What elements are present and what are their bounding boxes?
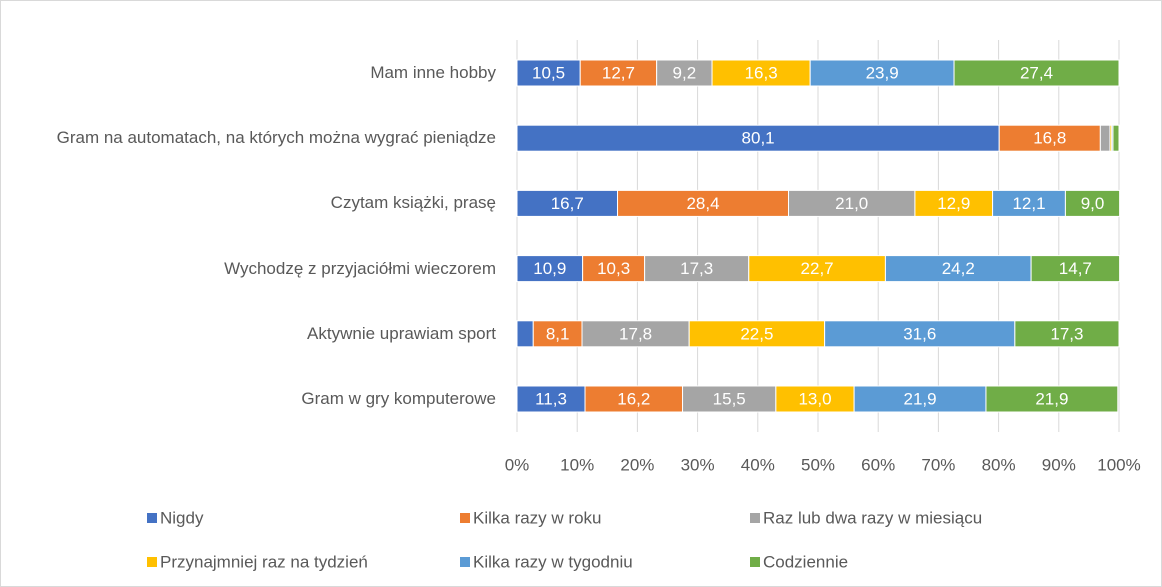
data-label: 16,3: [745, 63, 778, 82]
x-tick-label: 10%: [560, 455, 594, 474]
bar-segment: [953, 59, 1120, 87]
data-label: 11,3: [535, 389, 567, 408]
bar-segment: [1014, 320, 1120, 348]
data-label: 27,4: [1020, 63, 1053, 82]
data-label: 13,0: [798, 389, 831, 408]
data-label: 80,1: [742, 129, 775, 148]
data-label: 12,9: [937, 194, 970, 213]
x-tick-label: 30%: [681, 455, 715, 474]
bar-segment: [516, 320, 534, 348]
bar-segment: [884, 255, 1032, 283]
x-tick-label: 100%: [1097, 455, 1140, 474]
legend-swatch: [750, 557, 760, 567]
legend-label: Kilka razy w tygodniu: [473, 552, 633, 571]
category-text: Wychodzę z przyjaciółmi wieczorem: [224, 258, 496, 278]
bar-segment: [516, 59, 581, 87]
bar-segment: [1064, 189, 1121, 217]
category-text: Gram w gry komputerowe: [301, 389, 496, 408]
data-label: 21,9: [903, 389, 936, 408]
bar-segment: [1112, 124, 1120, 152]
y-tick-label: Mam inne hobby: [16, 43, 496, 103]
data-label: 22,7: [801, 259, 834, 278]
data-label: 17,3: [680, 259, 713, 278]
x-tick-label: 60%: [861, 455, 895, 474]
y-tick-label: Wychodzę z przyjaciółmi wieczorem: [16, 239, 496, 299]
data-label: 10,3: [597, 259, 630, 278]
bar-segment: [1099, 124, 1111, 152]
data-label: 12,7: [602, 63, 635, 82]
data-label: 8,1: [546, 324, 570, 343]
data-label: 22,5: [740, 324, 773, 343]
data-label: 28,4: [686, 194, 719, 213]
y-tick-label: Czytam książki, prasę: [16, 173, 496, 233]
x-tick-label: 0%: [505, 455, 530, 474]
legend-swatch: [460, 557, 470, 567]
legend-label: Raz lub dwa razy w miesiącu: [763, 508, 982, 527]
legend-swatch: [147, 557, 157, 567]
data-label: 16,2: [617, 389, 650, 408]
data-label: 17,3: [1050, 324, 1083, 343]
legend-swatch: [147, 513, 157, 523]
bar-segment: [682, 385, 777, 413]
bar-segment: [985, 385, 1119, 413]
category-text: Mam inne hobby: [370, 63, 496, 82]
data-label: 12,1: [1012, 194, 1045, 213]
data-label: 16,8: [1033, 129, 1066, 148]
bar-segment: [584, 385, 684, 413]
bar-segment: [644, 255, 750, 283]
data-label: 14,7: [1059, 259, 1092, 278]
bar-segment: [914, 189, 994, 217]
x-tick-label: 80%: [982, 455, 1016, 474]
data-label: 21,9: [1035, 389, 1068, 408]
bar-segment: [688, 320, 826, 348]
bar-segment: [617, 189, 790, 217]
data-label: 23,9: [866, 63, 899, 82]
y-tick-label: Gram na automatach, na których można wyg…: [16, 108, 496, 168]
data-label: 15,5: [713, 389, 746, 408]
bar-segment: [516, 255, 584, 283]
x-tick-label: 70%: [921, 455, 955, 474]
bar-segment: [656, 59, 713, 87]
y-tick-label: Gram w gry komputerowe: [16, 369, 496, 429]
legend-label: Codziennie: [763, 552, 848, 571]
data-label: 16,7: [551, 194, 584, 213]
x-tick-label: 50%: [801, 455, 835, 474]
legend-label: Przynajmniej raz na tydzień: [160, 552, 368, 571]
bar-segment: [579, 59, 658, 87]
legend-label: Kilka razy w roku: [473, 508, 601, 527]
category-text: Czytam książki, prasę: [330, 193, 496, 213]
data-label: 10,5: [532, 63, 565, 82]
data-label: 31,6: [903, 324, 936, 343]
data-label: 17,8: [619, 324, 652, 343]
y-tick-label: Aktywnie uprawiam sport: [16, 304, 496, 364]
data-label: 10,9: [533, 259, 566, 278]
category-text: Gram na automatach, na których można wyg…: [56, 128, 496, 148]
bar-segment: [711, 59, 811, 87]
data-label: 9,2: [673, 63, 697, 82]
legend-swatch: [750, 513, 760, 523]
bar-segment: [992, 189, 1066, 217]
data-label: 9,0: [1081, 194, 1105, 213]
x-tick-label: 40%: [741, 455, 775, 474]
x-tick-label: 20%: [620, 455, 654, 474]
data-label: 21,0: [835, 194, 868, 213]
bar-segment: [748, 255, 886, 283]
bar-segment: [809, 59, 955, 87]
bar-segment: [853, 385, 987, 413]
legend-swatch: [460, 513, 470, 523]
category-text: Aktywnie uprawiam sport: [307, 323, 496, 343]
data-label: 24,2: [942, 259, 975, 278]
bar-segment: [824, 320, 1016, 348]
legend-label: Nigdy: [160, 508, 204, 527]
bar-segment: [788, 189, 916, 217]
x-tick-label: 90%: [1042, 455, 1076, 474]
bar-segment: [532, 320, 583, 348]
bar-segment: [1030, 255, 1121, 283]
bar-segment: [516, 124, 1000, 152]
